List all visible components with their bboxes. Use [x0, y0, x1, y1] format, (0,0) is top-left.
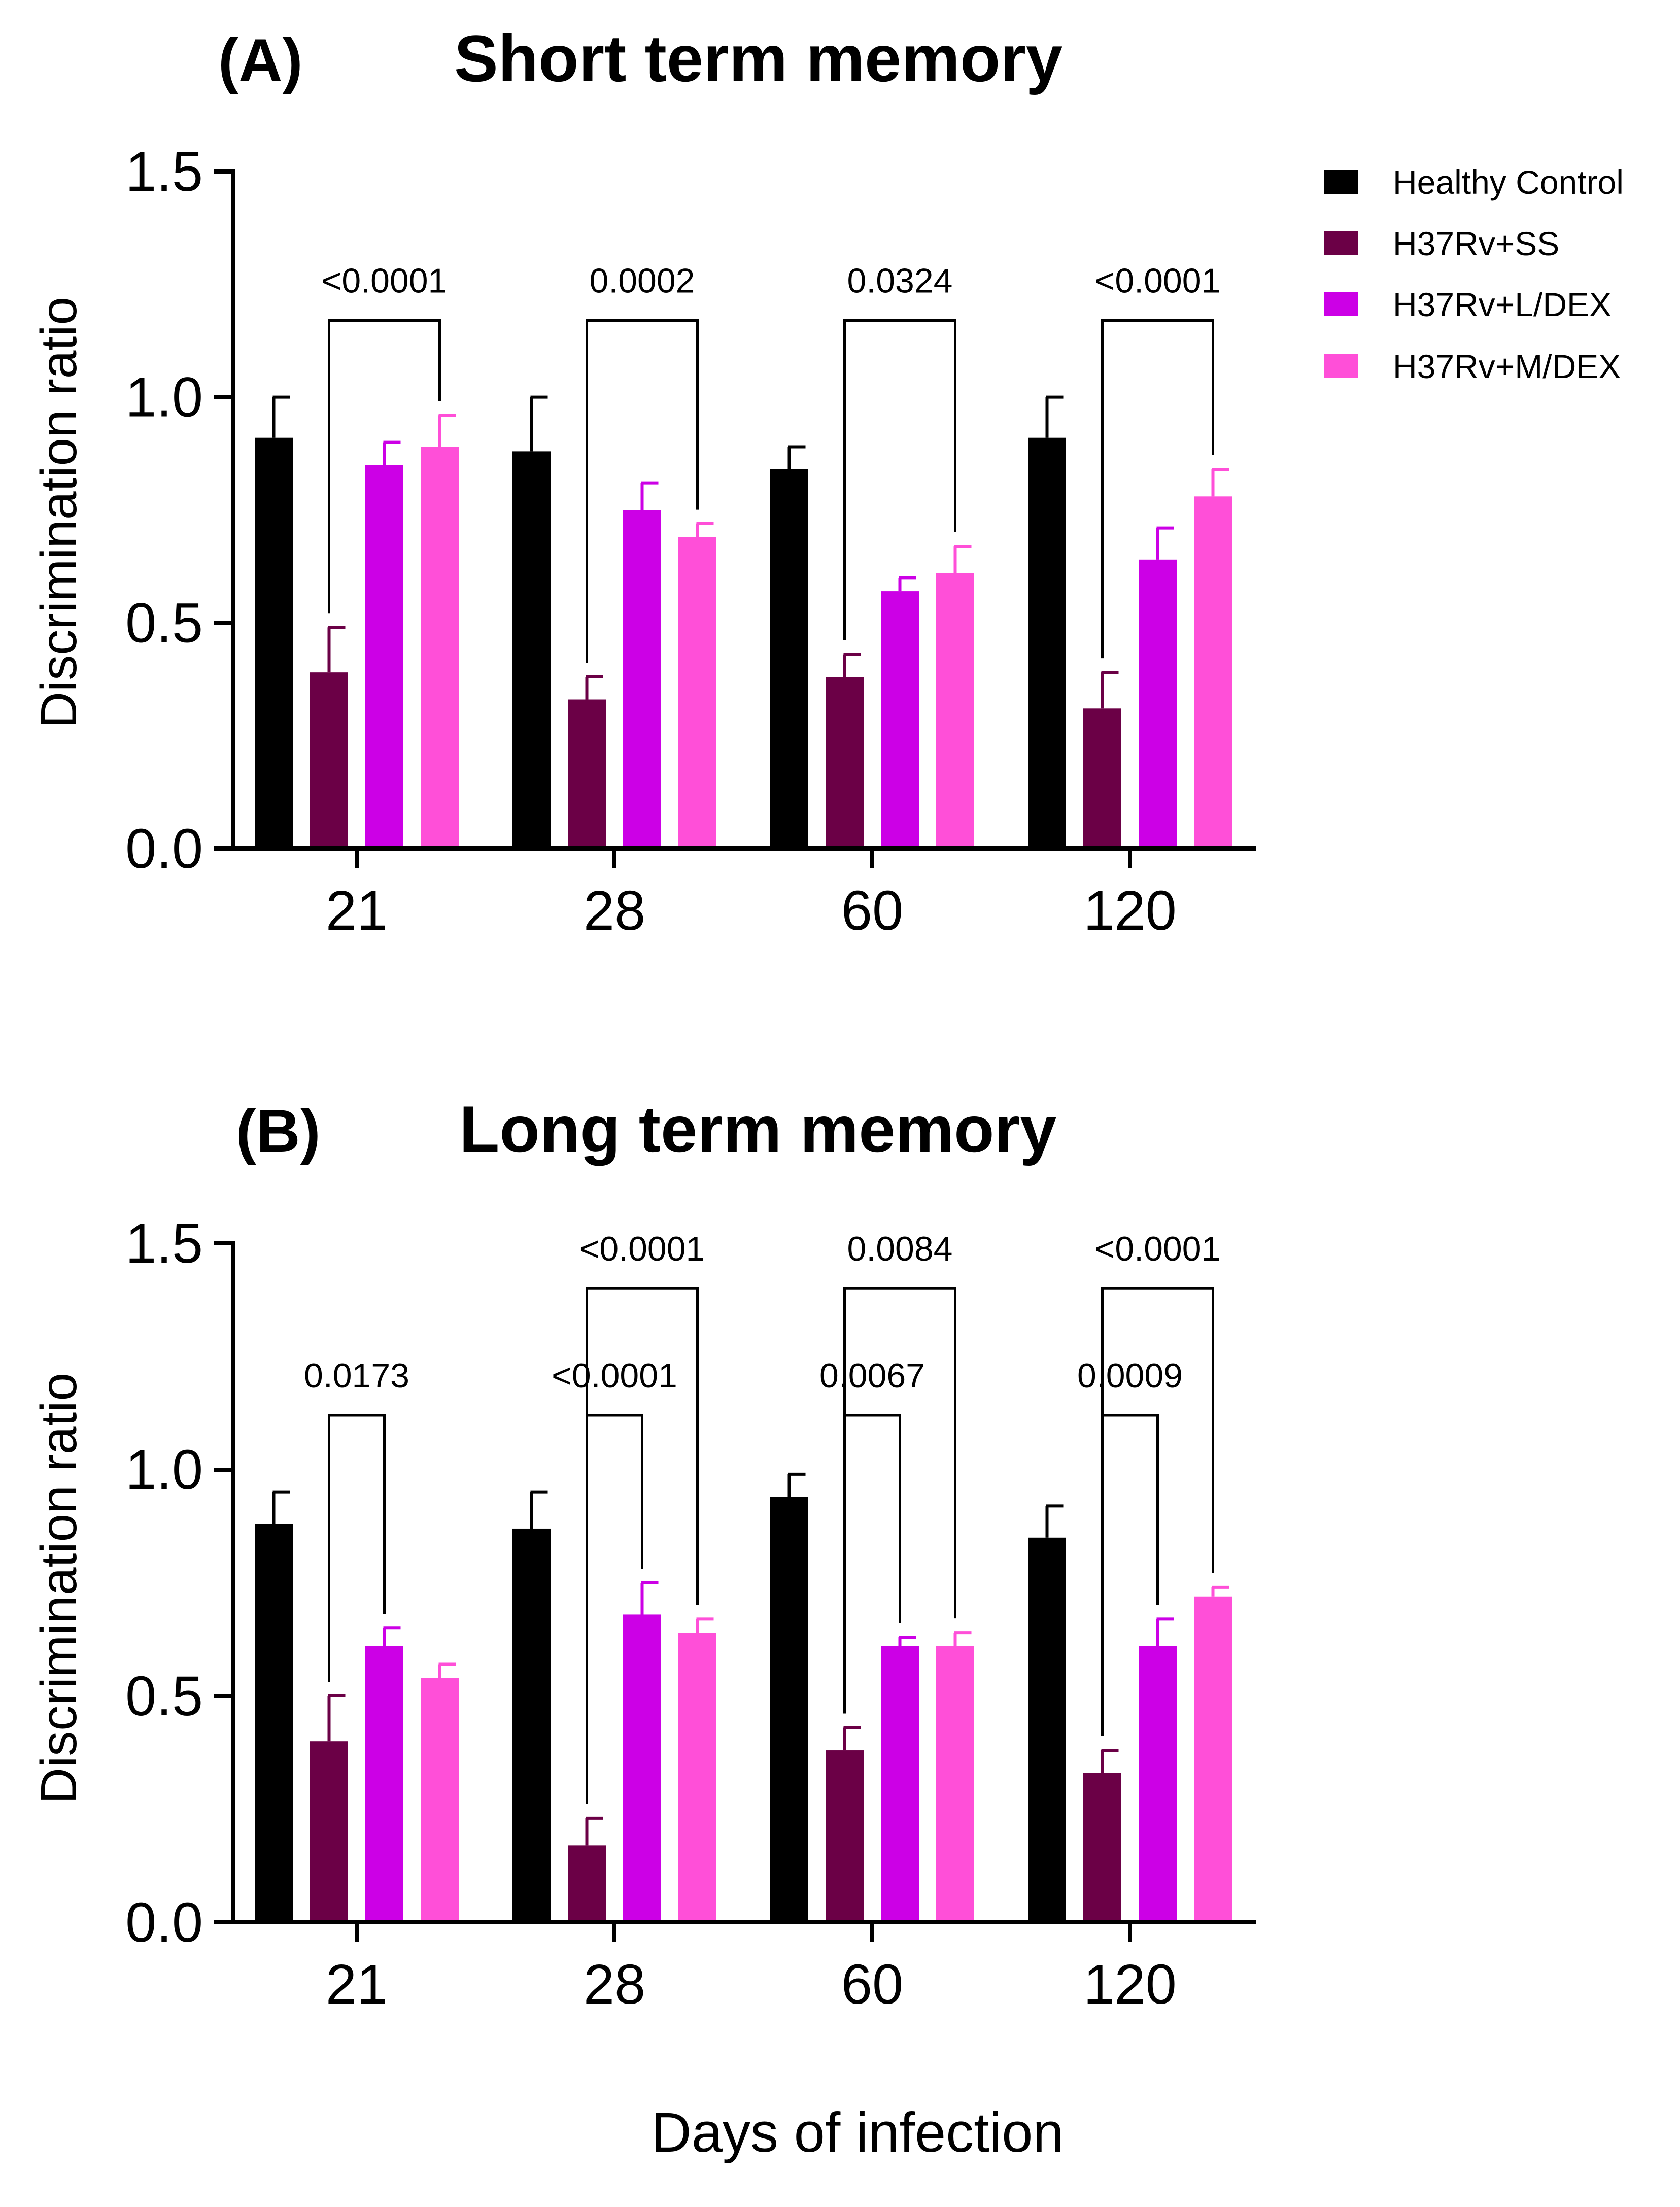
- bar: [568, 1845, 606, 1922]
- x-tick-label: 21: [326, 879, 388, 942]
- panel-b: (B) Long term memory Discrimination rati…: [30, 1092, 1256, 2016]
- legend-item: H37Rv+M/DEX: [1324, 348, 1621, 385]
- significance-bracket: [586, 1287, 699, 1804]
- y-tick-label: 1.5: [125, 141, 203, 203]
- bar: [255, 437, 293, 848]
- bar: [421, 447, 459, 848]
- bar: [310, 672, 348, 848]
- bar: [770, 469, 808, 848]
- bar: [1083, 708, 1121, 848]
- bar: [512, 1528, 551, 1922]
- panel-letter: (A): [218, 26, 303, 94]
- panel-title: Long term memory: [459, 1092, 1056, 1166]
- y-axis-label: Discrimination ratio: [30, 297, 87, 728]
- bar: [1139, 559, 1177, 848]
- p-value-label: 0.0084: [847, 1230, 953, 1268]
- y-tick-label: 0.0: [125, 818, 203, 880]
- p-value-label: 0.0067: [819, 1356, 925, 1395]
- y-tick-label: 0.5: [125, 1665, 203, 1727]
- legend-swatch: [1324, 292, 1358, 316]
- legend-item: H37Rv+L/DEX: [1324, 286, 1612, 323]
- plot-area: 0.0 0.5 1.0 1.5 21 28 60 120 0.0173 <0.0001 <0.000…: [125, 1212, 1256, 2016]
- bar: [623, 1614, 661, 1922]
- bar: [421, 1678, 459, 1922]
- p-value-label: <0.0001: [1095, 1230, 1221, 1268]
- x-axis-label: Days of infection: [651, 2101, 1064, 2164]
- significance-bracket: [328, 1414, 386, 1682]
- bar: [365, 465, 403, 848]
- bar: [770, 1497, 808, 1922]
- p-value-label: <0.0001: [1095, 261, 1221, 300]
- y-tick-label: 0.0: [125, 1891, 203, 1954]
- bar: [881, 591, 919, 848]
- panel-letter: (B): [236, 1097, 321, 1165]
- legend-item: H37Rv+SS: [1324, 225, 1559, 262]
- p-value-label: <0.0001: [322, 261, 448, 300]
- bar: [826, 677, 864, 848]
- x-tick-label: 60: [841, 1953, 903, 2016]
- bar: [936, 1646, 974, 1922]
- x-tick-label: 120: [1083, 1953, 1177, 2016]
- significance-bracket: [843, 319, 956, 640]
- plot-area: 0.0 0.5 1.0 1.5 21 28 60 120 <0.0001 0.0002 0.0324…: [125, 141, 1256, 942]
- x-tick-label: 28: [584, 1953, 645, 2016]
- legend-swatch: [1324, 231, 1358, 255]
- bar: [623, 510, 661, 848]
- x-tick-label: 21: [326, 1953, 388, 2016]
- bar: [678, 537, 716, 848]
- bar: [1139, 1646, 1177, 1922]
- p-value-label: <0.0001: [552, 1356, 677, 1395]
- legend-label: H37Rv+L/DEX: [1393, 286, 1612, 323]
- bar: [1028, 437, 1066, 848]
- p-value-label: 0.0173: [304, 1356, 409, 1395]
- significance-bracket: [1101, 319, 1214, 659]
- legend-swatch: [1324, 170, 1358, 194]
- x-tick-label: 60: [841, 879, 903, 942]
- bar: [1194, 1596, 1232, 1922]
- bar: [1028, 1537, 1066, 1922]
- y-tick-label: 1.5: [125, 1212, 203, 1275]
- legend-swatch: [1324, 354, 1358, 378]
- bar: [310, 1741, 348, 1922]
- significance-bracket: [328, 319, 441, 614]
- bar: [678, 1633, 716, 1922]
- y-tick-label: 0.5: [125, 592, 203, 654]
- significance-bracket: [843, 1287, 956, 1714]
- significance-bracket: [586, 319, 699, 663]
- legend-item: Healthy Control: [1324, 163, 1624, 201]
- p-value-label: 0.0009: [1077, 1356, 1183, 1395]
- legend: Healthy Control H37Rv+SS H37Rv+L/DEX H37…: [1324, 163, 1624, 385]
- panel-title: Short term memory: [454, 21, 1062, 95]
- x-tick-label: 120: [1083, 879, 1177, 942]
- bar: [1194, 496, 1232, 848]
- bar: [881, 1646, 919, 1922]
- significance-bracket: [1101, 1287, 1214, 1737]
- y-tick-label: 1.0: [125, 366, 203, 429]
- bar: [255, 1524, 293, 1922]
- bar: [568, 699, 606, 848]
- p-value-label: <0.0001: [579, 1230, 705, 1268]
- bar: [512, 451, 551, 848]
- bar: [1083, 1773, 1121, 1922]
- panel-a: (A) Short term memory Discrimination rat…: [30, 21, 1256, 942]
- y-tick-label: 1.0: [125, 1439, 203, 1501]
- bar: [826, 1750, 864, 1922]
- bar: [365, 1646, 403, 1922]
- legend-label: H37Rv+SS: [1393, 225, 1559, 262]
- y-axis-label: Discrimination ratio: [30, 1373, 87, 1804]
- bar: [936, 573, 974, 848]
- p-value-label: 0.0002: [590, 261, 695, 300]
- p-value-label: 0.0324: [847, 261, 953, 300]
- legend-label: H37Rv+M/DEX: [1393, 348, 1621, 385]
- x-tick-label: 28: [584, 879, 645, 942]
- legend-label: Healthy Control: [1393, 163, 1624, 201]
